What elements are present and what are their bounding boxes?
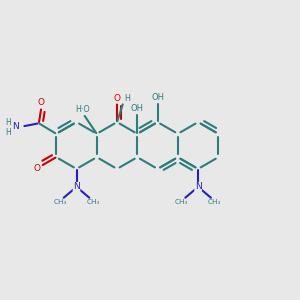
Text: CH₃: CH₃ bbox=[53, 200, 67, 206]
Text: CH₃: CH₃ bbox=[86, 200, 100, 206]
Text: H: H bbox=[5, 128, 10, 137]
Text: OH: OH bbox=[131, 104, 144, 113]
Text: O: O bbox=[113, 94, 121, 103]
Text: O: O bbox=[33, 164, 40, 173]
Text: OH: OH bbox=[151, 93, 164, 102]
Text: CH₃: CH₃ bbox=[175, 200, 188, 206]
Text: N: N bbox=[195, 182, 202, 191]
Text: H·O: H·O bbox=[76, 105, 90, 114]
Text: H: H bbox=[5, 118, 10, 127]
Text: H: H bbox=[124, 94, 130, 103]
Text: N: N bbox=[73, 182, 80, 191]
Text: N: N bbox=[12, 122, 18, 131]
Text: O: O bbox=[38, 98, 45, 107]
Text: CH₃: CH₃ bbox=[208, 200, 221, 206]
